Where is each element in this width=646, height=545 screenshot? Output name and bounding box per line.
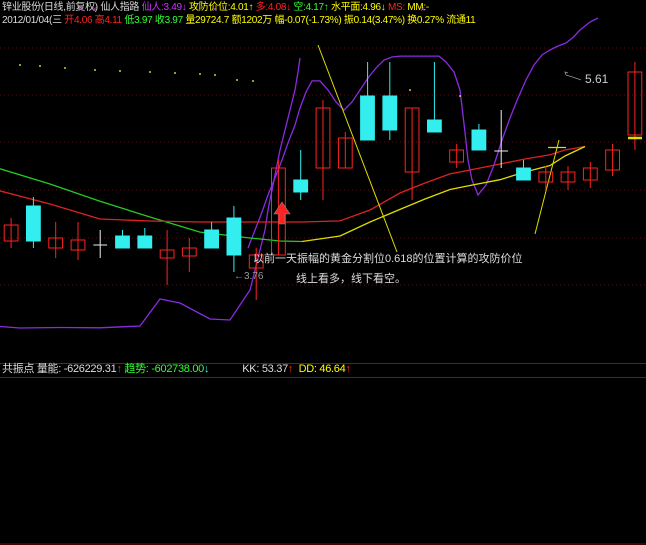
svg-text:×: × [78, 4, 83, 14]
svg-text:5.61: 5.61 [585, 72, 609, 86]
svg-text:×: × [92, 4, 97, 14]
svg-text:线上看多，线下看空。: 线上看多，线下看空。 [296, 271, 406, 285]
svg-text:←3.76: ←3.76 [234, 271, 264, 282]
svg-text:以前一天振幅的黄金分割位0.618的位置计算的攻防价位: 以前一天振幅的黄金分割位0.618的位置计算的攻防价位 [253, 251, 523, 265]
svg-text:×: × [212, 4, 217, 14]
svg-text:×: × [420, 4, 425, 14]
